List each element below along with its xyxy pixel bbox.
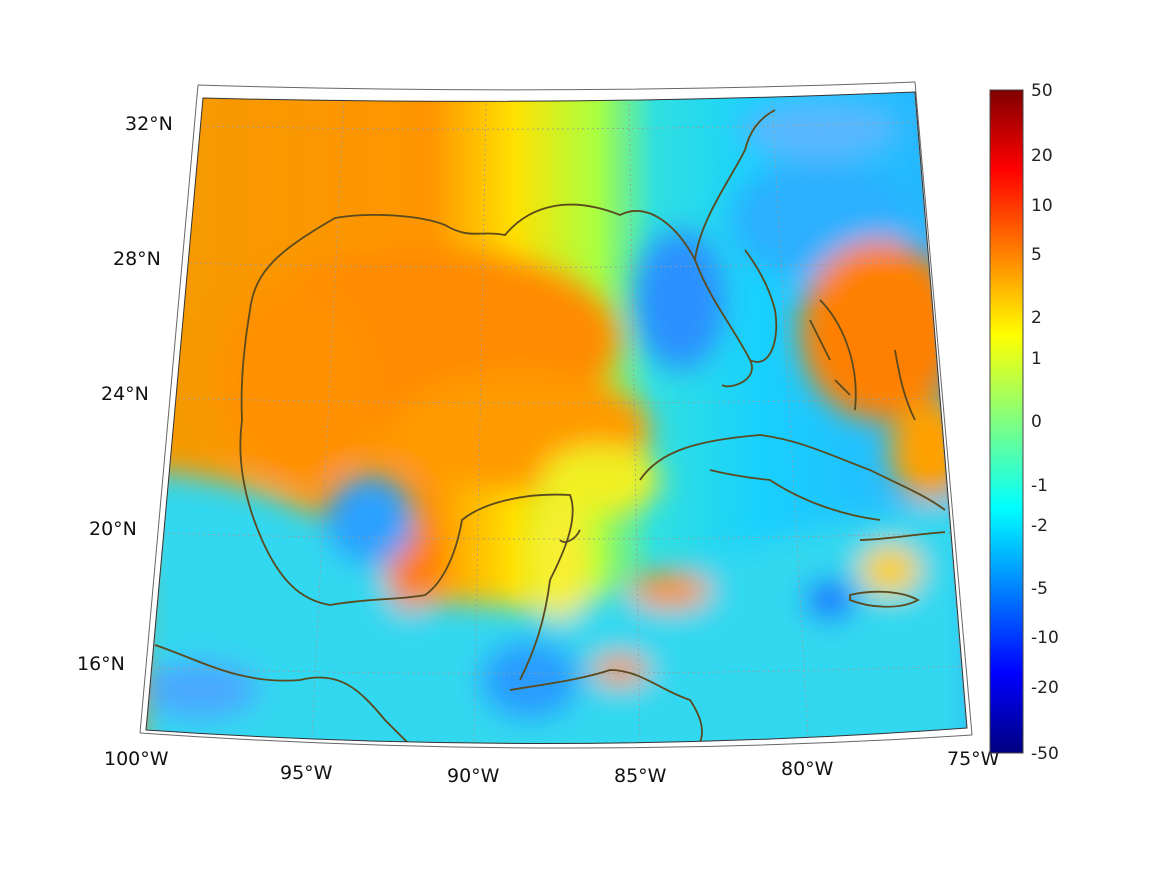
- lon-label-85w: 85°W: [614, 765, 667, 787]
- colorbar-tick-neg20: -20: [1031, 678, 1059, 698]
- graticule: [146, 92, 967, 743]
- colorbar-tick-1: 1: [1031, 349, 1042, 369]
- colorbar-tick-5: 5: [1031, 245, 1042, 265]
- lat-label-28n: 28°N: [113, 248, 161, 270]
- colorbar-gradient: [989, 89, 1024, 754]
- colorbar-tick-neg1: -1: [1031, 476, 1048, 496]
- colorbar-tick-neg5: -5: [1031, 579, 1048, 599]
- lon-label-90w: 90°W: [447, 765, 500, 787]
- longitude-labels: 100°W 95°W 90°W 85°W 80°W 75°W: [104, 748, 1000, 787]
- colorbar-tick-50: 50: [1031, 81, 1053, 101]
- colorbar-tick-neg50: -50: [1031, 744, 1059, 764]
- colorbar-tick-neg10: -10: [1031, 628, 1059, 648]
- colorbar-tick-neg2: -2: [1031, 516, 1048, 536]
- colorbar-tick-20: 20: [1031, 146, 1053, 166]
- coastlines: [154, 109, 946, 744]
- lon-label-75w: 75°W: [947, 748, 1000, 770]
- lat-label-16n: 16°N: [77, 653, 125, 675]
- latitude-labels: 32°N 28°N 24°N 20°N 16°N: [77, 113, 173, 675]
- colorbar-tick-2: 2: [1031, 308, 1042, 328]
- lon-label-80w: 80°W: [781, 758, 834, 780]
- colorbar-tick-10: 10: [1031, 196, 1053, 216]
- map-field: [146, 92, 967, 744]
- map-frame: [139, 81, 973, 749]
- colorbar-tick-0: 0: [1031, 412, 1042, 432]
- lon-label-95w: 95°W: [280, 762, 333, 784]
- lat-label-20n: 20°N: [89, 518, 137, 540]
- colorbar: 50 20 10 5 2 1 0 -1 -2 -5 -10 -20 -50: [989, 81, 1059, 764]
- lat-label-32n: 32°N: [125, 113, 173, 135]
- lat-label-24n: 24°N: [101, 383, 149, 405]
- lon-label-100w: 100°W: [104, 748, 169, 770]
